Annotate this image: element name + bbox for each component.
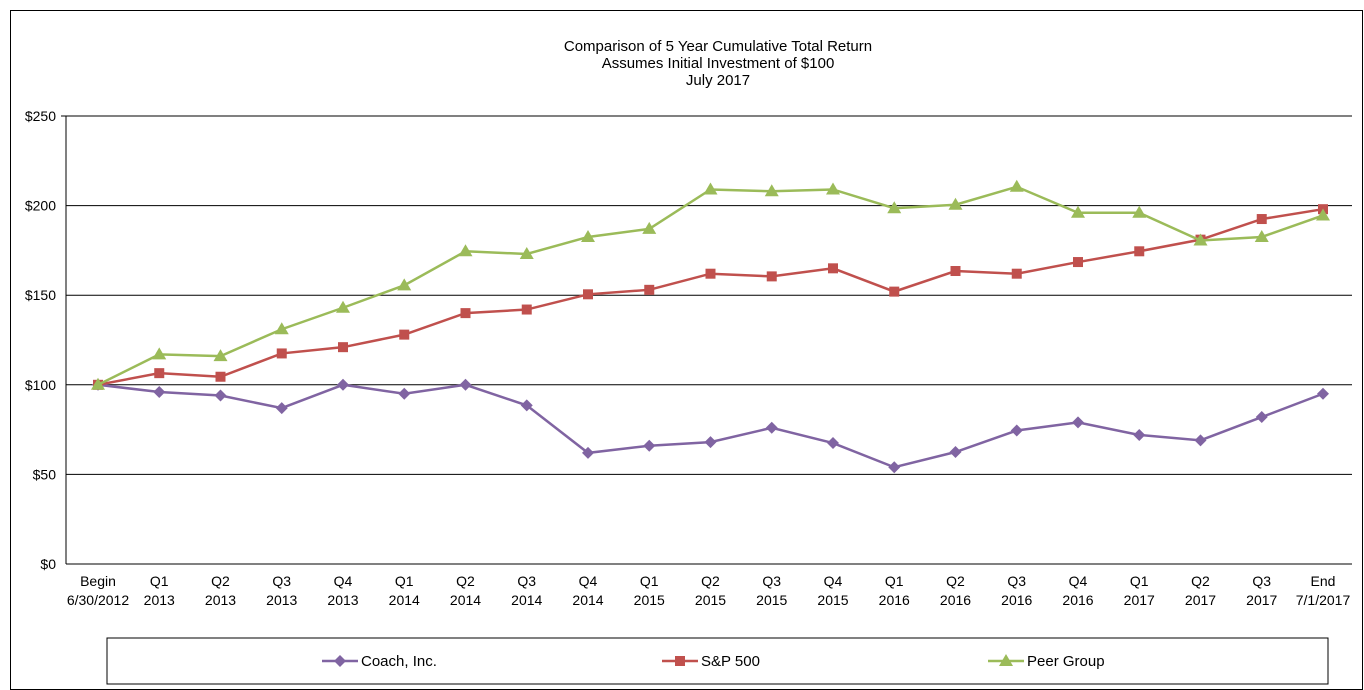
x-tick-label: Q2 2015 [695, 573, 726, 608]
y-tick-label: $50 [33, 466, 57, 482]
data-point-coach-inc [949, 446, 962, 458]
data-point-s-p-500 [889, 286, 900, 297]
data-point-peer-group [1071, 205, 1085, 218]
x-tick-label: Q1 2015 [634, 573, 665, 608]
x-tick-label: Q2 2017 [1185, 573, 1216, 608]
data-point-peer-group [91, 377, 105, 390]
data-point-coach-inc [214, 389, 227, 402]
data-point-coach-inc [1317, 387, 1329, 400]
data-point-s-p-500 [1073, 257, 1083, 268]
data-point-peer-group [336, 300, 350, 313]
data-point-s-p-500 [215, 371, 226, 382]
x-tick-label: End 7/1/2017 [1296, 573, 1351, 608]
data-point-s-p-500 [705, 268, 716, 279]
data-point-s-p-500 [399, 329, 410, 340]
x-tick-label: Q2 2016 [940, 573, 971, 608]
data-point-coach-inc [275, 402, 288, 415]
data-point-peer-group [519, 246, 534, 259]
x-tick-label: Q4 2016 [1062, 573, 1093, 608]
data-point-s-p-500 [1134, 246, 1145, 257]
legend-label-peer-group: Peer Group [1027, 653, 1105, 670]
chart-title-line-0: Comparison of 5 Year Cumulative Total Re… [564, 38, 872, 55]
data-point-coach-inc [398, 387, 411, 400]
data-point-peer-group [887, 201, 902, 214]
x-tick-label: Q3 2017 [1246, 573, 1277, 608]
x-tick-label: Q1 2017 [1124, 573, 1155, 608]
data-point-peer-group [1009, 179, 1024, 192]
legend-label-s-p-500: S&P 500 [701, 653, 760, 670]
x-tick-label: Q3 2016 [1001, 573, 1032, 608]
data-point-peer-group [826, 182, 840, 195]
data-point-coach-inc [459, 378, 472, 391]
data-point-s-p-500 [828, 263, 838, 274]
data-point-s-p-500 [154, 368, 165, 379]
data-point-peer-group [1193, 233, 1208, 246]
data-point-coach-inc [337, 378, 349, 391]
series-line-coach-inc [97, 383, 1324, 469]
data-point-s-p-500 [1011, 268, 1022, 279]
x-tick-label: Q2 2013 [205, 573, 236, 608]
data-point-coach-inc [153, 385, 166, 398]
data-point-peer-group [152, 347, 167, 360]
data-point-coach-inc [1133, 428, 1146, 441]
x-tick-label: Q4 2013 [327, 573, 358, 608]
data-point-coach-inc [582, 446, 594, 459]
data-point-s-p-500 [644, 284, 655, 295]
data-point-coach-inc [1194, 434, 1207, 447]
x-tick-label: Q3 2014 [511, 573, 542, 608]
legend-label-coach-inc: Coach, Inc. [361, 653, 437, 670]
data-point-s-p-500 [583, 289, 593, 300]
y-tick-label: $150 [25, 287, 56, 303]
legend-marker-s-p-500 [675, 656, 685, 666]
series-line-s-p-500 [97, 207, 1324, 387]
data-point-peer-group [948, 197, 963, 210]
data-point-coach-inc [643, 439, 656, 452]
data-point-peer-group [703, 182, 718, 195]
x-tick-label: Q2 2014 [450, 573, 481, 608]
y-tick-label: $0 [40, 556, 56, 572]
x-tick-label: Q1 2016 [879, 573, 910, 608]
chart-title-line-2: July 2017 [686, 72, 750, 89]
data-point-coach-inc [1255, 411, 1268, 424]
data-point-s-p-500 [766, 271, 777, 282]
data-point-peer-group [1132, 205, 1147, 218]
data-point-peer-group [274, 322, 289, 335]
x-tick-label: Q3 2015 [756, 573, 787, 608]
data-point-s-p-500 [460, 308, 471, 319]
x-tick-label: Q4 2015 [817, 573, 848, 608]
data-point-s-p-500 [1256, 214, 1267, 225]
legend-marker-peer-group [999, 654, 1013, 666]
data-point-peer-group [1316, 208, 1330, 221]
legend-marker-coach-inc [334, 655, 346, 667]
y-tick-label: $100 [25, 377, 56, 393]
y-tick-label: $250 [25, 108, 56, 124]
data-point-coach-inc [520, 399, 533, 412]
data-point-peer-group [458, 244, 473, 257]
y-tick-label: $200 [25, 198, 56, 214]
data-point-peer-group [1254, 229, 1269, 242]
x-tick-label: Begin 6/30/2012 [67, 573, 129, 608]
data-point-s-p-500 [338, 342, 348, 353]
data-point-s-p-500 [950, 266, 961, 277]
data-point-coach-inc [704, 436, 717, 449]
data-point-coach-inc [1010, 424, 1023, 437]
x-tick-label: Q3 2013 [266, 573, 297, 608]
legend [106, 637, 1329, 685]
chart-title-line-1: Assumes Initial Investment of $100 [602, 55, 835, 72]
data-point-s-p-500 [276, 348, 287, 359]
x-tick-label: Q4 2014 [572, 573, 603, 608]
data-point-peer-group [642, 221, 657, 234]
data-point-peer-group [213, 349, 228, 362]
data-point-coach-inc [888, 461, 901, 474]
data-point-s-p-500 [521, 304, 532, 315]
data-point-coach-inc [765, 421, 778, 434]
data-point-peer-group [581, 229, 595, 242]
x-tick-label: Q1 2013 [144, 573, 175, 608]
x-tick-label: Q1 2014 [389, 573, 420, 608]
data-point-peer-group [764, 184, 779, 197]
data-point-coach-inc [1072, 416, 1084, 429]
data-point-peer-group [397, 278, 412, 291]
data-point-coach-inc [827, 437, 839, 450]
